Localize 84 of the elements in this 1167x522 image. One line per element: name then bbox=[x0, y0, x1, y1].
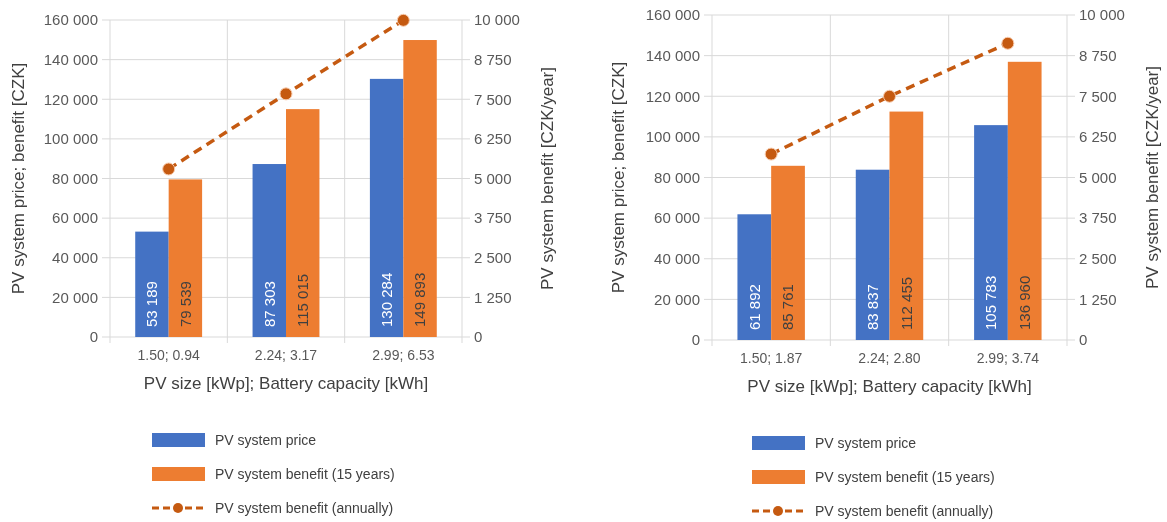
y-tick-label: 0 bbox=[691, 331, 700, 349]
bar bbox=[135, 231, 169, 337]
y-tick-label: 120 000 bbox=[645, 87, 700, 105]
y-tick-label: 120 000 bbox=[43, 90, 98, 108]
x-tick-label: 1.50; 1.87 bbox=[740, 350, 803, 366]
y-tick-label: 0 bbox=[89, 328, 98, 346]
data-label: 105 783 bbox=[982, 275, 1000, 330]
data-label: 79 539 bbox=[176, 281, 194, 327]
point bbox=[883, 89, 896, 103]
legend-label: PV system benefit (15 years) bbox=[815, 468, 995, 485]
data-label: 87 303 bbox=[260, 281, 278, 327]
y2-tick-label: 3 750 bbox=[1079, 209, 1117, 227]
x-axis-title: PV size [kWp]; Battery capacity [kWh] bbox=[143, 374, 429, 393]
bar bbox=[286, 109, 320, 337]
y2-tick-label: 1 250 bbox=[1079, 290, 1117, 308]
y2-tick-label: 5 000 bbox=[474, 169, 512, 187]
y-tick-label: 80 000 bbox=[52, 169, 98, 187]
y2-tick-label: 1 250 bbox=[474, 288, 512, 306]
y-tick-label: 100 000 bbox=[645, 128, 700, 146]
legend-label: PV system benefit (annually) bbox=[815, 502, 994, 519]
bar bbox=[974, 125, 1008, 340]
point bbox=[279, 87, 293, 101]
y-tick-label: 140 000 bbox=[645, 46, 700, 64]
data-label: 83 837 bbox=[863, 284, 881, 330]
data-label: 85 761 bbox=[779, 284, 797, 330]
bar bbox=[737, 214, 772, 340]
data-label: 136 960 bbox=[1015, 275, 1033, 330]
data-label: 53 189 bbox=[143, 281, 161, 327]
y2-tick-label: 2 500 bbox=[1079, 250, 1117, 267]
y-tick-label: 100 000 bbox=[43, 130, 98, 148]
x-tick-label: 1.50; 0.94 bbox=[137, 347, 201, 363]
x-tick-label: 2.24; 2.80 bbox=[858, 350, 921, 366]
y-tick-label: 20 000 bbox=[52, 288, 98, 306]
y-tick-label: 40 000 bbox=[654, 250, 700, 267]
bar bbox=[855, 169, 890, 340]
y2-tick-label: 6 250 bbox=[474, 130, 512, 148]
y-tick-label: 20 000 bbox=[654, 290, 700, 308]
legend-label: PV system benefit (annually) bbox=[215, 499, 394, 516]
y2-tick-label: 7 500 bbox=[1079, 87, 1117, 105]
bar bbox=[369, 78, 404, 337]
y2-tick-label: 3 750 bbox=[474, 209, 512, 227]
y-tick-label: 160 000 bbox=[43, 11, 98, 29]
x-tick-label: 2.24; 3.17 bbox=[254, 347, 318, 363]
bar bbox=[252, 164, 286, 337]
x-tick-label: 2.99; 6.53 bbox=[372, 347, 435, 363]
bar bbox=[771, 165, 805, 340]
point bbox=[764, 147, 778, 161]
legend-label: PV system price bbox=[815, 434, 917, 451]
bar bbox=[889, 111, 924, 340]
y-tick-label: 60 000 bbox=[654, 209, 700, 227]
y-axis-title: PV system price; benefit [CZK] bbox=[608, 61, 628, 294]
y-tick-label: 160 000 bbox=[645, 6, 700, 24]
bar bbox=[1007, 61, 1042, 340]
data-label: 112 455 bbox=[897, 276, 915, 330]
y2-axis-title: PV system benefit [CZK/year] bbox=[1142, 66, 1162, 289]
y-tick-label: 60 000 bbox=[52, 209, 98, 227]
point bbox=[396, 13, 410, 27]
bar bbox=[403, 40, 437, 337]
x-axis-title: PV size [kWp]; Battery capacity [kWh] bbox=[747, 377, 1032, 396]
data-label: 130 284 bbox=[377, 272, 395, 327]
data-label: 115 015 bbox=[293, 273, 311, 327]
y2-tick-label: 2 500 bbox=[474, 249, 512, 266]
y2-axis-title: PV system benefit [CZK/year] bbox=[537, 67, 557, 290]
y2-tick-label: 6 250 bbox=[1079, 128, 1117, 146]
data-label: 61 892 bbox=[745, 284, 763, 330]
y2-tick-label: 5 000 bbox=[1079, 168, 1117, 186]
y-tick-label: 40 000 bbox=[52, 249, 98, 266]
y-tick-label: 80 000 bbox=[654, 168, 700, 186]
data-label: 149 893 bbox=[411, 272, 429, 327]
y-axis-title: PV system price; benefit [CZK] bbox=[8, 62, 28, 295]
bar bbox=[168, 179, 203, 337]
y2-tick-label: 10 000 bbox=[474, 11, 520, 29]
y2-tick-label: 7 500 bbox=[474, 90, 512, 108]
y-tick-label: 140 000 bbox=[43, 50, 98, 68]
x-tick-label: 2.99; 3.74 bbox=[976, 350, 1040, 366]
legend-label: PV system benefit (15 years) bbox=[215, 465, 395, 482]
y2-tick-label: 0 bbox=[474, 328, 483, 346]
point bbox=[1001, 36, 1015, 50]
y2-tick-label: 8 750 bbox=[1079, 46, 1117, 64]
legend-label: PV system price bbox=[215, 431, 317, 448]
y2-tick-label: 8 750 bbox=[474, 50, 512, 68]
y2-tick-label: 10 000 bbox=[1079, 6, 1125, 24]
y2-tick-label: 0 bbox=[1079, 331, 1088, 349]
point bbox=[162, 162, 176, 176]
